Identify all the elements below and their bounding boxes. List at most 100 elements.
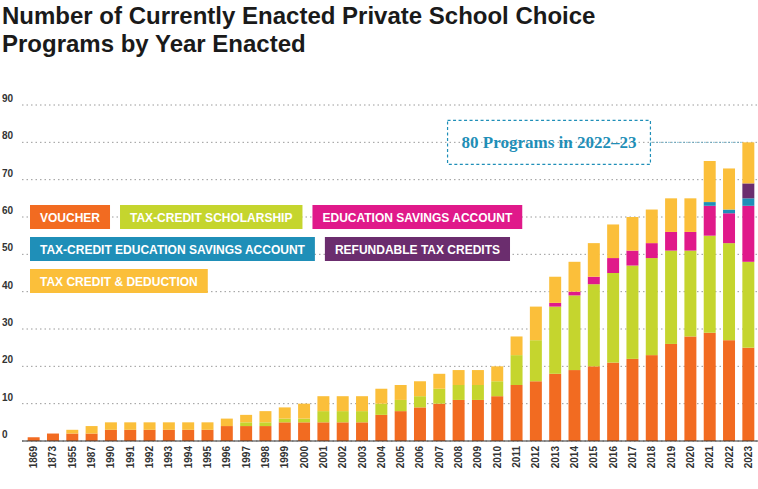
bar-segment [723, 213, 735, 243]
bar-segment [665, 344, 677, 441]
x-tick-label: 1955 [67, 446, 78, 469]
bar-segment [704, 333, 716, 441]
y-tick-label: 40 [2, 280, 14, 291]
x-tick-label: 2011 [511, 446, 522, 468]
bar-segment [356, 396, 368, 411]
bar-segment [298, 404, 310, 419]
legend-item: EDUCATION SAVINGS ACCOUNT [312, 205, 522, 229]
y-tick-label: 50 [2, 242, 14, 253]
bar-segment [607, 258, 619, 273]
bar-segment [375, 404, 387, 415]
x-tick-label: 2021 [704, 446, 715, 469]
bar-segment [414, 407, 426, 441]
bar-segment [607, 273, 619, 363]
y-tick-label: 70 [2, 168, 14, 179]
bar-segment [453, 385, 465, 400]
annotation-box [448, 120, 651, 164]
title-line: Programs by Year Enacted [2, 30, 306, 57]
bar-segment [28, 437, 40, 438]
x-tick-label: 2003 [357, 446, 368, 469]
y-tick-label: 10 [2, 392, 14, 403]
bar-segment [511, 336, 523, 355]
y-tick-label: 30 [2, 317, 14, 328]
bar-segment [684, 198, 696, 232]
x-tick-label: 2010 [492, 446, 503, 469]
bar-segment [395, 400, 407, 411]
bar-segment [240, 422, 252, 426]
bar-segment [28, 437, 40, 438]
bar-segment [549, 277, 561, 303]
bar-segment [723, 243, 735, 340]
x-tick-label: 1998 [260, 446, 271, 469]
bar-segment [665, 198, 677, 232]
bar-segment [607, 363, 619, 441]
bar-segment [742, 142, 754, 183]
baseline [22, 440, 758, 441]
bar-segment [723, 340, 735, 441]
bar-segment [86, 434, 98, 441]
x-tick-label: 1999 [279, 446, 290, 469]
x-tick-label: 2012 [530, 446, 541, 469]
bar-segment [453, 400, 465, 441]
bar-segment [646, 258, 658, 355]
bar-segment [569, 292, 581, 296]
bar-segment [646, 355, 658, 441]
bar-segment [530, 307, 542, 341]
bar-segment [414, 396, 426, 407]
annotation: 80 Programs in 2022–23 [462, 133, 637, 152]
x-tick-label: 2018 [646, 446, 657, 469]
y-tick-label: 90 [2, 93, 14, 104]
bar-segment [47, 433, 59, 434]
bar-segment [202, 430, 214, 441]
grid-line [22, 179, 758, 180]
legend-label: VOUCHER [40, 211, 100, 225]
bar-segment [665, 232, 677, 251]
bar-segment [665, 251, 677, 344]
bar-segment [433, 374, 445, 389]
x-tick-label: 1997 [241, 446, 252, 469]
bar-segment [742, 183, 754, 198]
x-tick-label: 2006 [414, 446, 425, 469]
bar-segment [240, 415, 252, 422]
bar-segment [704, 236, 716, 333]
bar-segment [472, 400, 484, 441]
chart: Number of Currently Enacted Private Scho… [0, 0, 758, 489]
bar-segment [395, 411, 407, 441]
bar-segment [472, 370, 484, 385]
bar-segment [375, 389, 387, 404]
bar-segment [704, 202, 716, 206]
bar-segment [28, 437, 40, 438]
bar-segment [704, 161, 716, 202]
legend-item: REFUNDABLE TAX CREDITS [325, 237, 510, 261]
x-tick-label: 2004 [376, 446, 387, 469]
y-tick-label: 20 [2, 354, 14, 365]
x-tick-label: 1987 [86, 446, 97, 469]
bar-segment [607, 224, 619, 258]
y-tick-label: 60 [2, 205, 14, 216]
bar-segment [626, 266, 638, 359]
bar-segment [221, 419, 233, 426]
x-tick-label: 2005 [395, 446, 406, 469]
bar-segment [375, 415, 387, 441]
bar-segment [124, 430, 136, 441]
bar-segment [279, 419, 291, 423]
x-tick-label: 2022 [724, 446, 735, 469]
bar-segment [569, 262, 581, 292]
x-tick-label: 1995 [202, 446, 213, 469]
bar-segment [530, 340, 542, 381]
grid-line [22, 142, 758, 143]
grid-line [22, 441, 758, 442]
bar-segment [626, 217, 638, 251]
x-tick-label: 2020 [685, 446, 696, 469]
bar-segment [47, 433, 59, 434]
bar-segment [259, 422, 271, 426]
x-tick-label: 1991 [125, 446, 136, 469]
legend-label: EDUCATION SAVINGS ACCOUNT [322, 211, 512, 225]
bar-segment [414, 381, 426, 396]
x-tick-label: 2009 [472, 446, 483, 469]
bar-segment [105, 422, 117, 429]
bar-segment [66, 430, 78, 434]
bar-segment [588, 284, 600, 366]
bar-segment [433, 404, 445, 441]
x-tick-label: 2016 [608, 446, 619, 469]
